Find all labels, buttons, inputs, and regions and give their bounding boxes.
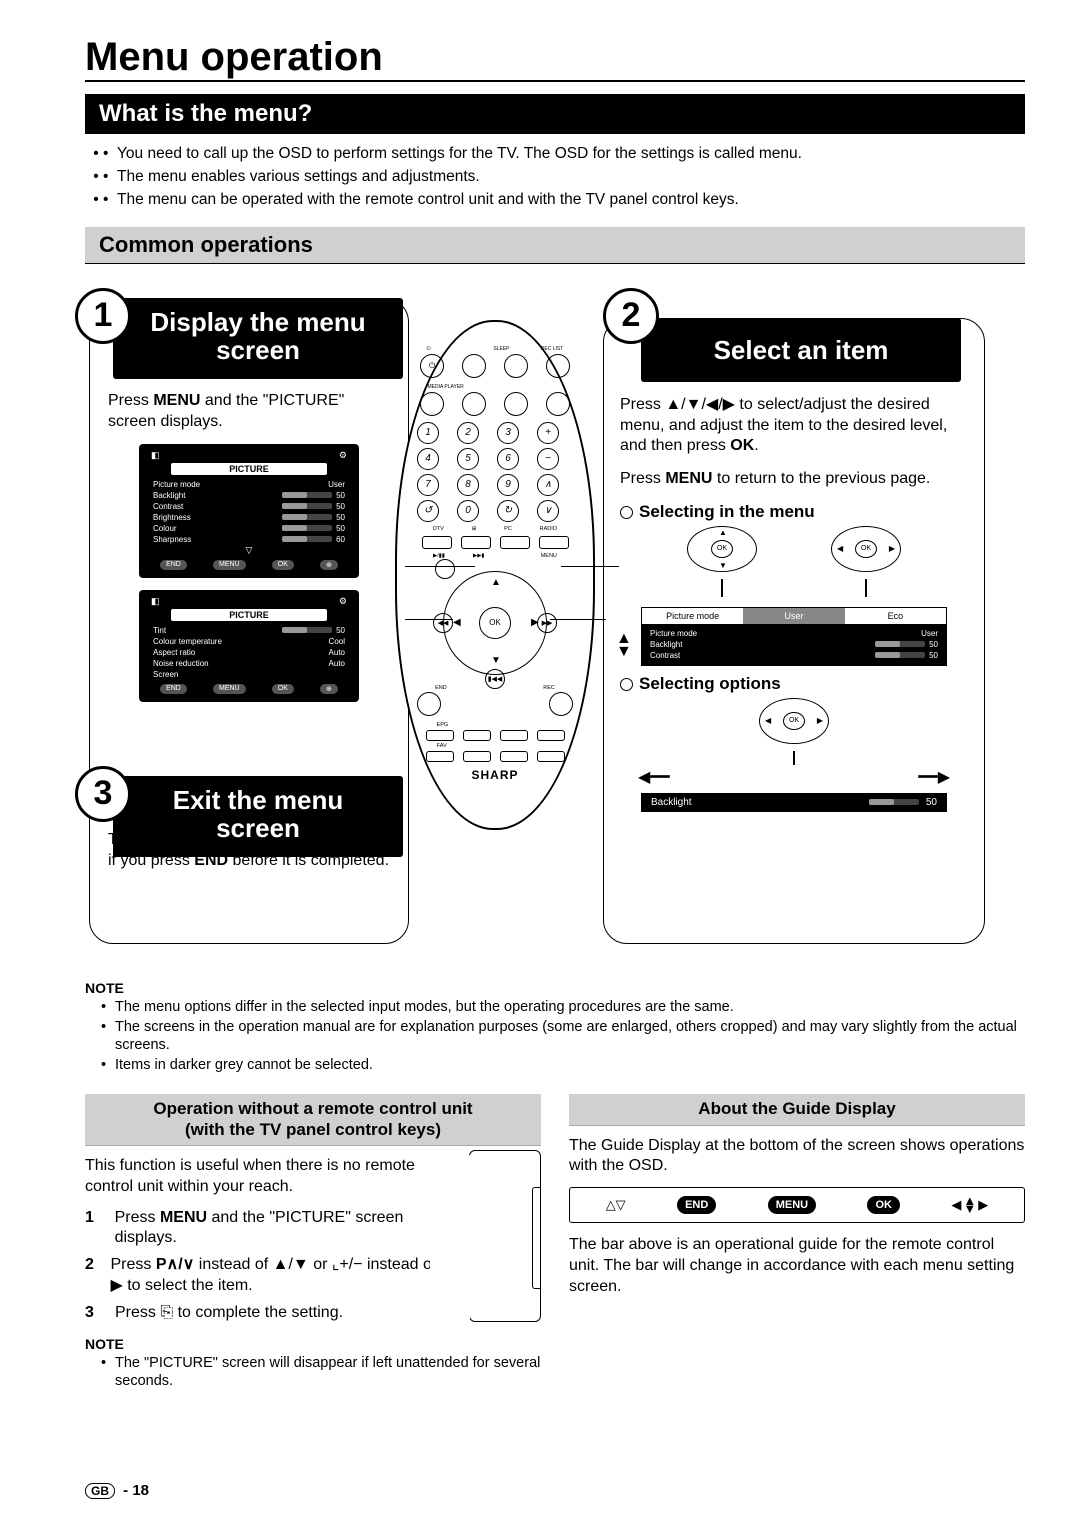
osd-title: PICTURE: [171, 463, 327, 475]
end-button: [417, 692, 441, 716]
right-para2: The bar above is an operational guide fo…: [569, 1235, 1025, 1297]
note-bullets: The menu options differ in the selected …: [85, 996, 1025, 1080]
osd-title: PICTURE: [171, 609, 327, 621]
bullet: The menu enables various settings and ad…: [103, 167, 1019, 188]
brand-label: SHARP: [411, 768, 579, 782]
banner-text: Display the menu: [150, 307, 365, 337]
main-diagram: Press MENU and the "PICTURE" screen disp…: [85, 274, 1025, 974]
note-item: The screens in the operation manual are …: [101, 1018, 1025, 1056]
number-pad: 123+ 456− 789∧ ↺0↻∨: [417, 422, 573, 522]
col-left: Operation without a remote control unit …: [85, 1094, 541, 1396]
text: Press: [108, 392, 153, 409]
note-item: The "PICTURE" screen will disappear if l…: [101, 1354, 541, 1392]
banner-text: screen: [216, 335, 300, 365]
remote-button: [504, 354, 528, 378]
dpad-icon: ◀▲▼▶: [951, 1197, 988, 1213]
page-title: Menu operation: [85, 35, 1025, 82]
remote-button: [504, 392, 528, 416]
dpad: OK ▲▼ ◀▶ ◀◀ ▶▶ ▮◀◀: [435, 563, 555, 683]
col-right: About the Guide Display The Guide Displa…: [569, 1094, 1025, 1396]
text-bold: MENU: [153, 392, 200, 409]
osd-mode-tabs: Picture mode User Eco Picture modeUser B…: [641, 607, 947, 666]
step-banner-2: Select an item: [641, 318, 961, 383]
power-button: ⏻: [420, 354, 444, 378]
subhead-selecting-menu: Selecting in the menu: [620, 502, 968, 522]
guide-display-bar: △▽ END MENU OK ◀▲▼▶: [569, 1187, 1025, 1223]
step2-para1: Press ▲/▼/◀/▶ to select/adjust the desir…: [620, 395, 968, 457]
step-number-2: 2: [603, 288, 659, 344]
guide-end-button: END: [677, 1196, 716, 1214]
lr-arrows: ◀━━━━▶: [620, 767, 968, 787]
right-para1: The Guide Display at the bottom of the s…: [569, 1136, 1025, 1178]
remote-control-diagram: ⏻SLEEPREC LIST ⏻ MEDIA PLAYER 123+ 456− …: [395, 320, 595, 830]
rec-button: [549, 692, 573, 716]
remote-button: [462, 392, 486, 416]
subhead-selecting-options: Selecting options: [620, 674, 968, 694]
region-badge: GB: [85, 1483, 115, 1499]
remote-button: [546, 354, 570, 378]
step1-text: Press MENU and the "PICTURE" screen disp…: [108, 391, 390, 433]
banner-text: Exit the menu: [173, 785, 343, 815]
note-bullets: The "PICTURE" screen will disappear if l…: [85, 1352, 541, 1397]
note-item: Items in darker grey cannot be selected.: [101, 1056, 1025, 1075]
mini-ok-diagram: OK ▲▼ OK ◀▶: [620, 526, 968, 597]
ok-button: OK: [479, 607, 511, 639]
section-heading-what-is-menu: What is the menu?: [85, 94, 1025, 134]
osd-backlight-row: Backlight 50: [641, 793, 947, 812]
tv-side-diagram: [469, 1150, 541, 1322]
right-col-heading: About the Guide Display: [569, 1094, 1025, 1125]
osd-picture-2: ◧⚙ PICTURE Tint50 Colour temperatureCool…: [139, 590, 359, 702]
step-banner-1: Display the menu screen: [113, 298, 403, 379]
bullet: The menu can be operated with the remote…: [103, 190, 1019, 211]
step2-para2: Press MENU to return to the previous pag…: [620, 469, 968, 490]
note-item: The menu options differ in the selected …: [101, 998, 1025, 1017]
left-col-heading: Operation without a remote control unit …: [85, 1094, 541, 1146]
remote-button: [420, 392, 444, 416]
section-heading-common-operations: Common operations: [85, 227, 1025, 264]
banner-text: screen: [216, 813, 300, 843]
step-number-1: 1: [75, 288, 131, 344]
panel-step-2: Press ▲/▼/◀/▶ to select/adjust the desir…: [603, 318, 985, 944]
triangle-icon: △▽: [606, 1197, 626, 1213]
remote-button: [546, 392, 570, 416]
bullet-icon: [620, 506, 633, 519]
guide-menu-button: MENU: [768, 1196, 816, 1214]
note-label: NOTE: [85, 1336, 541, 1352]
bullet-icon: [620, 678, 633, 691]
step-number-3: 3: [75, 766, 131, 822]
page-number: GB - 18: [85, 1482, 149, 1499]
note-label: NOTE: [85, 980, 1025, 996]
osd-picture-1: ◧⚙ PICTURE Picture modeUser Backlight50 …: [139, 444, 359, 578]
two-column-section: Operation without a remote control unit …: [85, 1094, 1025, 1396]
step-banner-3: Exit the menu screen: [113, 776, 403, 857]
guide-ok-button: OK: [867, 1196, 900, 1214]
remote-button: [462, 354, 486, 378]
bullet: You need to call up the OSD to perform s…: [103, 144, 1019, 165]
what-is-menu-bullets: You need to call up the OSD to perform s…: [85, 134, 1025, 219]
